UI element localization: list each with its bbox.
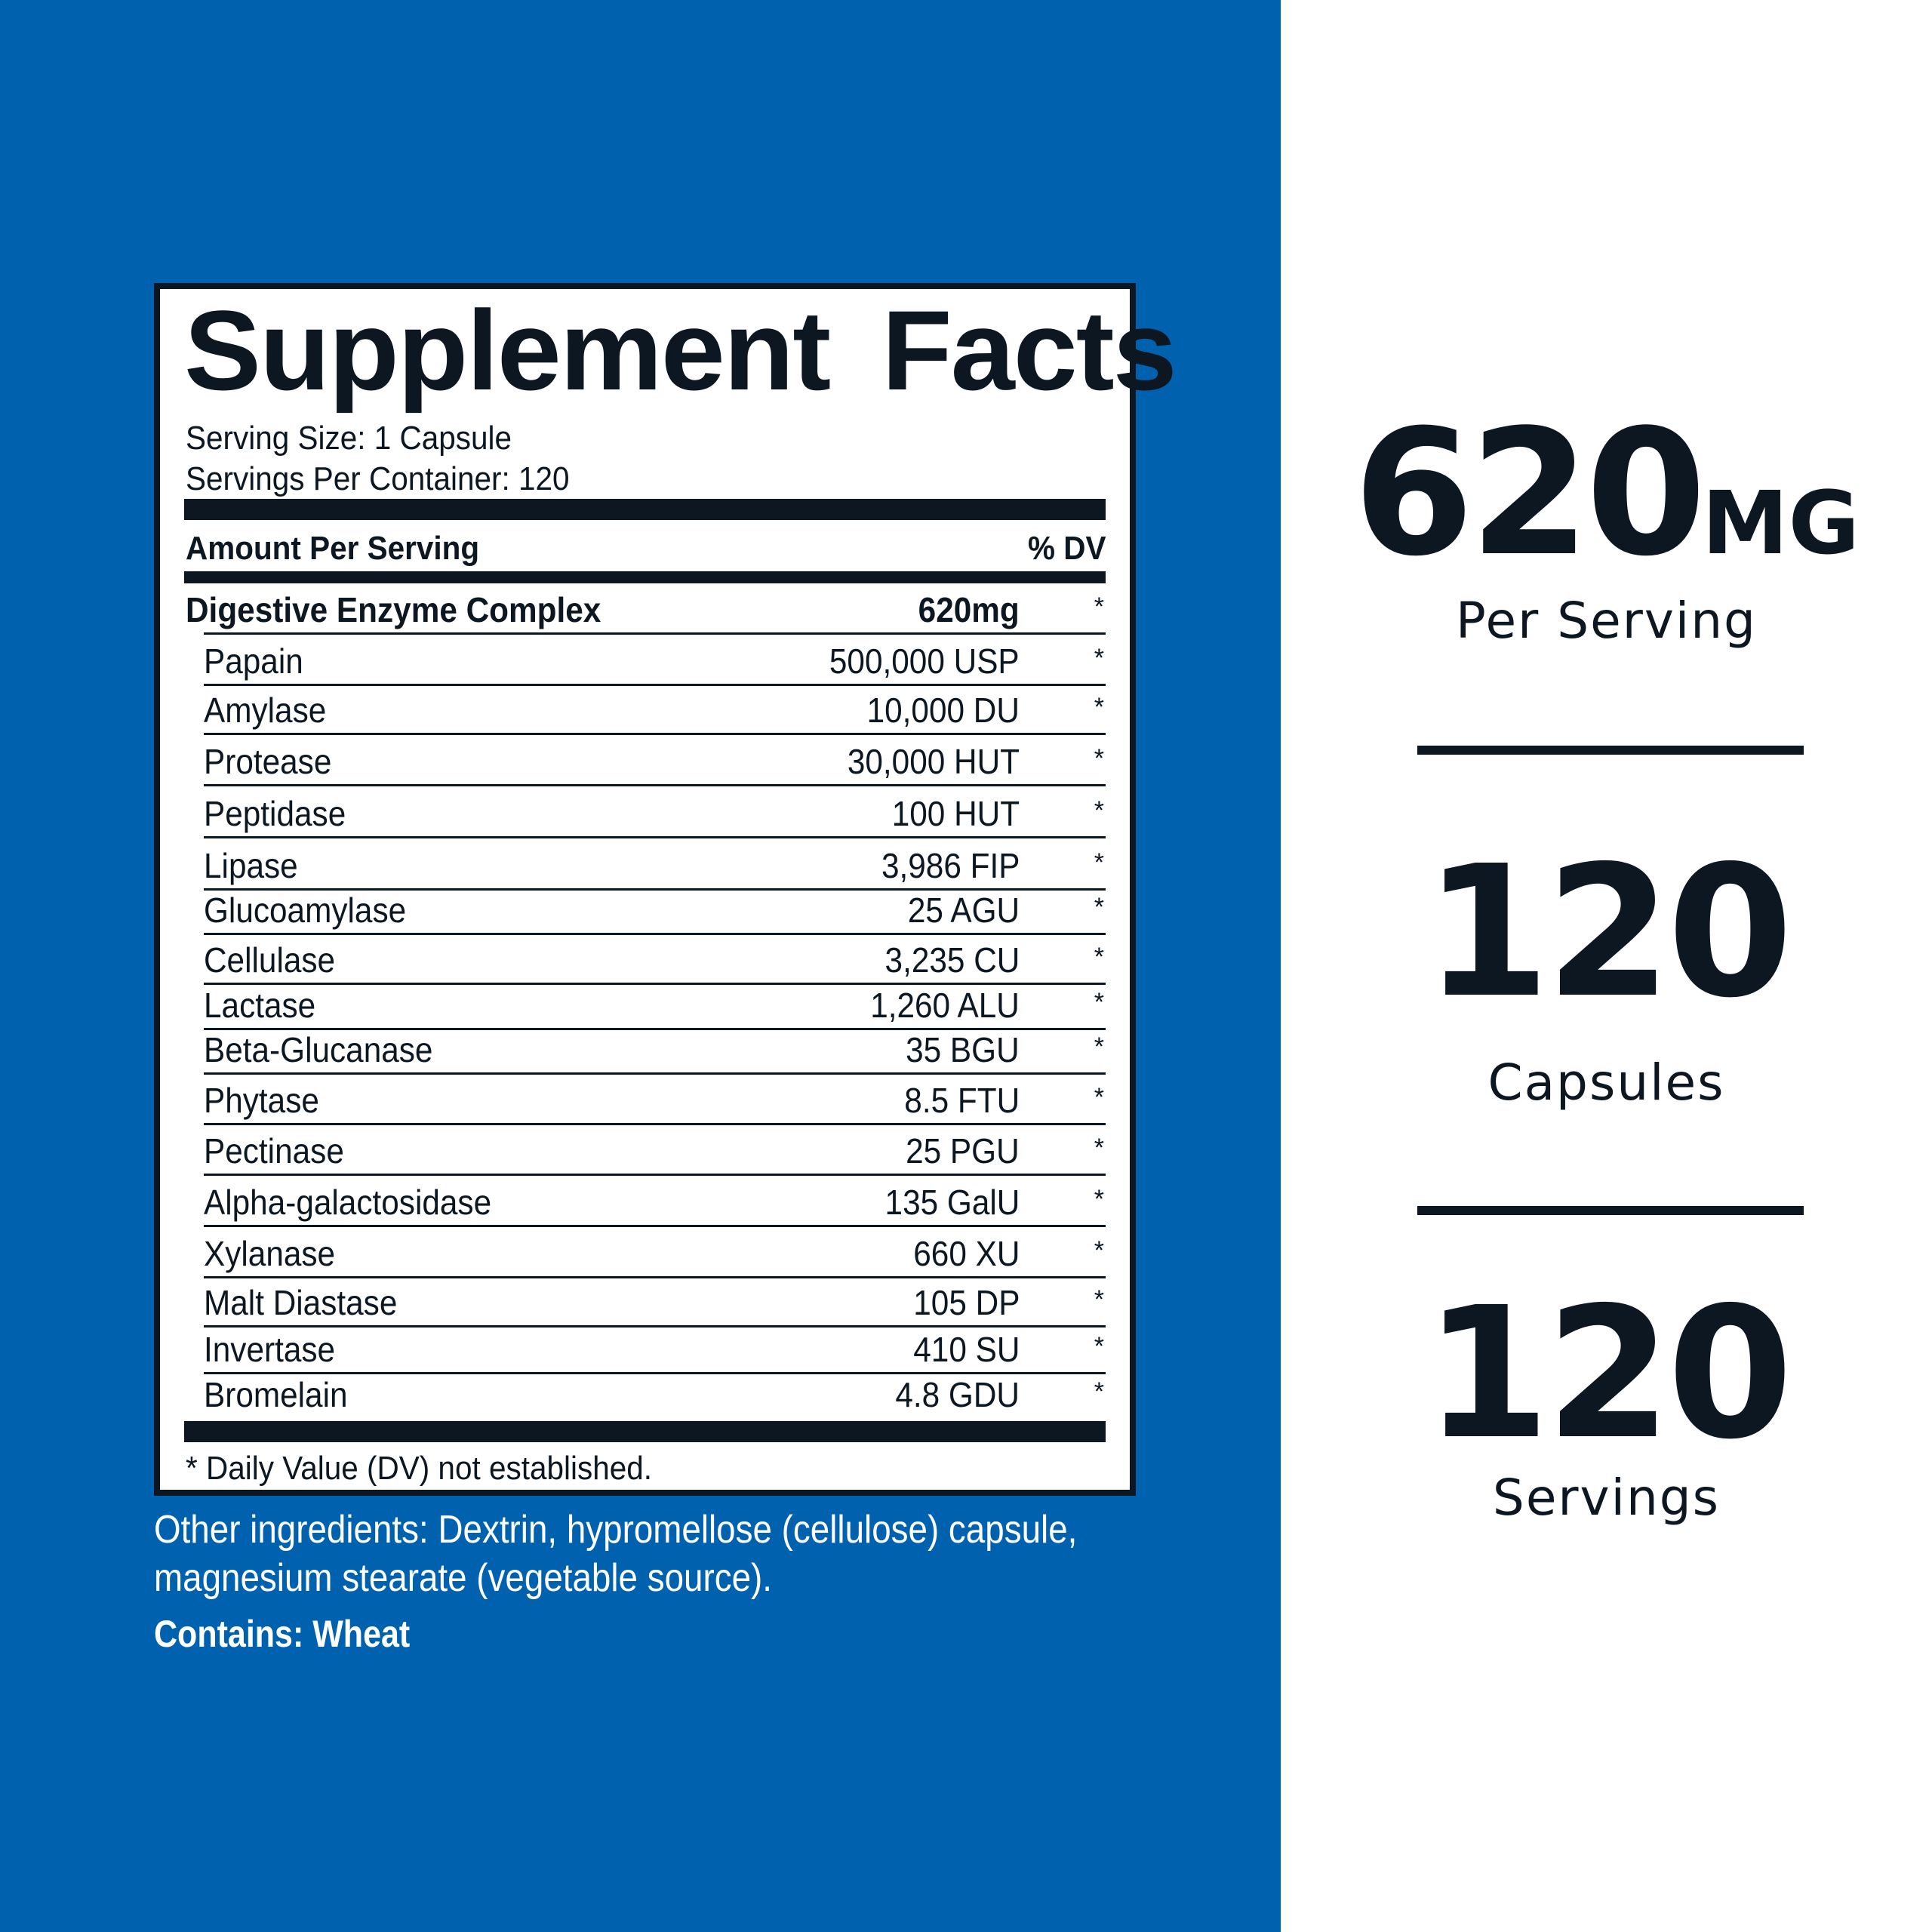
row-rule xyxy=(204,1325,1106,1327)
table-row: Glucoamylase 25 AGU * xyxy=(184,890,1106,935)
table-row: Invertase 410 SU * xyxy=(184,1329,1106,1374)
table-row: Peptidase 100 HUT * xyxy=(184,793,1106,838)
stat-value: 620MG xyxy=(1353,393,1860,595)
table-row: Protease 30,000 HUT * xyxy=(184,741,1106,786)
allergen-statement: Contains: Wheat xyxy=(154,1613,411,1655)
row-rule xyxy=(204,983,1106,985)
other-ingredients-line-1: Other ingredients: Dextrin, hypromellose… xyxy=(154,1508,1078,1552)
other-ingredients-line-2: magnesium stearate (vegetable source). xyxy=(154,1556,773,1600)
row-rule xyxy=(204,1123,1106,1125)
table-row: Pectinase 25 PGU * xyxy=(184,1131,1106,1176)
stat-caption-per-serving: Per Serving xyxy=(1456,592,1757,650)
table-row: Alpha-galactosidase 135 GalU * xyxy=(184,1182,1106,1227)
table-row: Digestive Enzyme Complex 620mg * xyxy=(184,589,1106,635)
dv-footnote: * Daily Value (DV) not established. xyxy=(186,1450,652,1487)
row-rule xyxy=(204,888,1106,891)
thick-divider-mid xyxy=(184,571,1106,583)
row-rule xyxy=(204,632,1106,635)
row-rule xyxy=(204,784,1106,786)
row-rule xyxy=(204,1028,1106,1030)
row-rule xyxy=(204,1174,1106,1176)
table-row: Cellulase 3,235 CU * xyxy=(184,940,1106,985)
label-title: Supplement Facts xyxy=(184,287,1177,414)
table-row: Xylanase 660 XU * xyxy=(184,1233,1106,1278)
dv-header: % DV xyxy=(1027,530,1106,567)
row-rule xyxy=(204,933,1106,935)
row-rule xyxy=(204,1072,1106,1075)
other-ingredients: Other ingredients: Dextrin, hypromellose… xyxy=(154,1506,1078,1602)
stat-caption-capsules: Capsules xyxy=(1487,1054,1725,1112)
stat-caption-servings: Servings xyxy=(1492,1469,1721,1527)
table-row: Amylase 10,000 DU * xyxy=(184,690,1106,735)
thick-divider-top xyxy=(184,499,1106,520)
row-rule xyxy=(204,836,1106,838)
row-rule xyxy=(204,1372,1106,1374)
stat-value: 120 xyxy=(1424,826,1793,1038)
table-row: Papain 500,000 USP * xyxy=(184,641,1106,686)
row-rule xyxy=(204,1225,1106,1227)
stat-servings: 120 xyxy=(1281,1283,1932,1464)
table-row: Bromelain 4.8 GDU * xyxy=(204,1375,1104,1414)
table-row: Phytase 8.5 FTU * xyxy=(184,1080,1106,1125)
row-rule xyxy=(204,733,1106,735)
row-rule xyxy=(204,684,1106,686)
table-row: Beta-Glucanase 35 BGU * xyxy=(184,1029,1106,1075)
table-row: Malt Diastase 105 DP * xyxy=(184,1282,1106,1327)
table-row: Lipase 3,986 FIP * xyxy=(184,845,1106,891)
amount-per-serving-header: Amount Per Serving xyxy=(186,530,480,567)
supplement-facts-label: Supplement Facts Serving Size: 1 Capsule… xyxy=(154,283,1177,1496)
table-row: Lactase 1,260 ALU * xyxy=(184,985,1106,1030)
stat-divider-2 xyxy=(1417,1206,1804,1215)
servings-per-container: Servings Per Container: 120 xyxy=(186,460,570,497)
stat-value: 120 xyxy=(1424,1268,1793,1479)
stat-unit: MG xyxy=(1702,473,1860,574)
stat-capsules: 120 xyxy=(1281,841,1932,1023)
serving-size: Serving Size: 1 Capsule xyxy=(186,420,512,457)
row-rule xyxy=(204,1276,1106,1278)
stat-divider-1 xyxy=(1417,746,1804,755)
stat-per-serving: 620MG xyxy=(1281,408,1932,581)
thick-divider-bottom xyxy=(184,1421,1106,1442)
